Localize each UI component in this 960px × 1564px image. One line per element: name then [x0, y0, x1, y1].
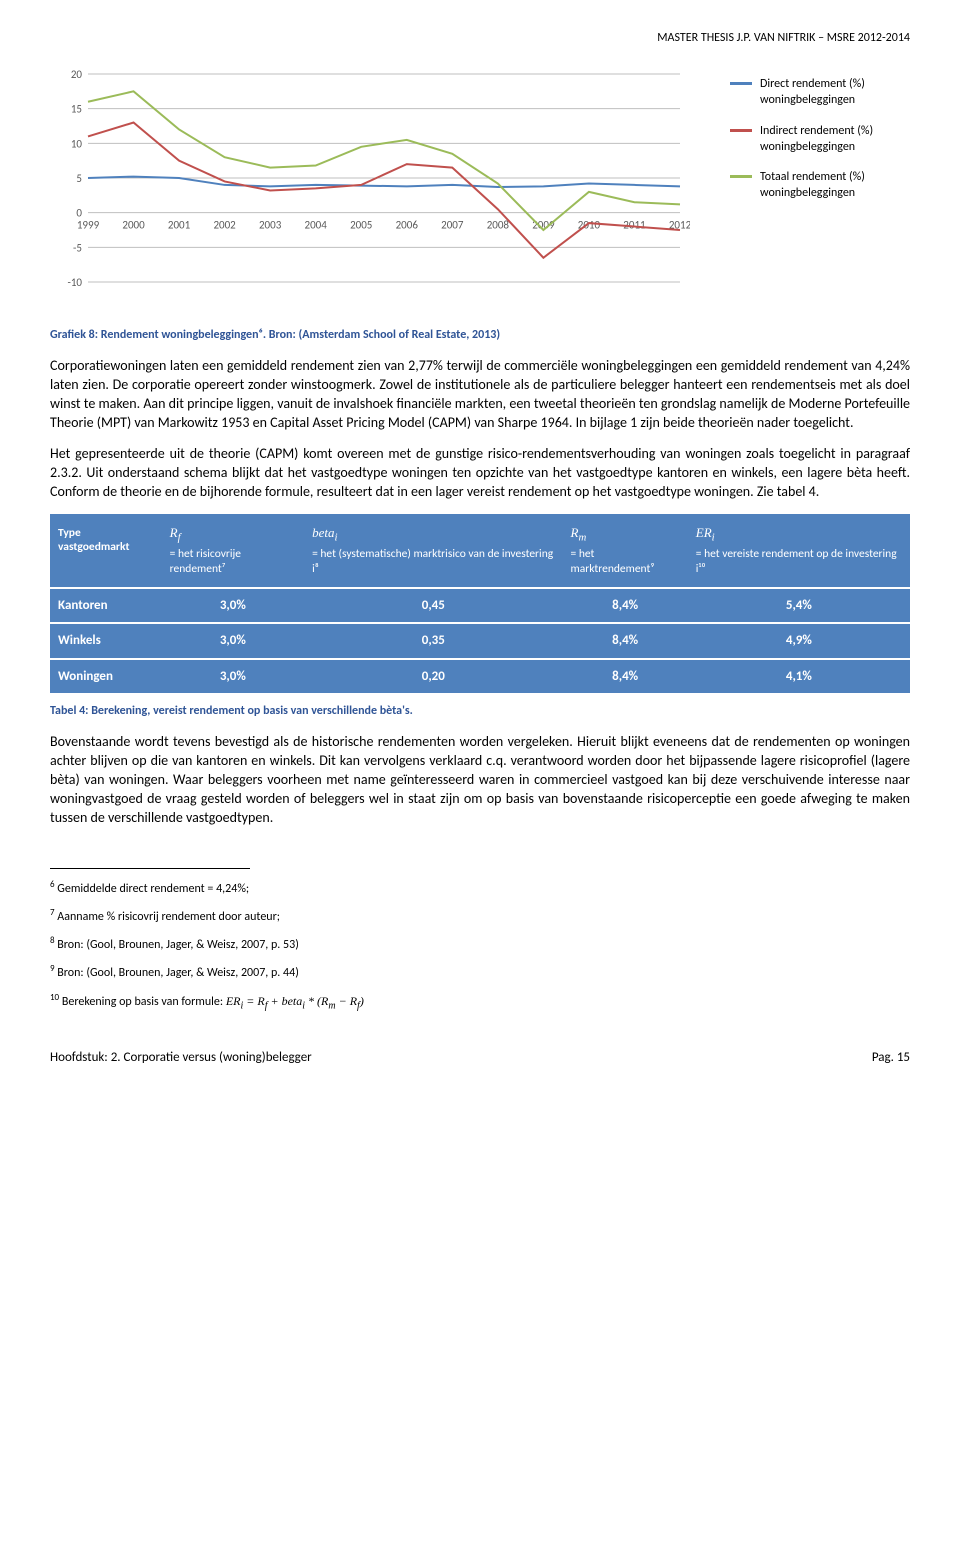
table-header-cell: Rf = het risicovrije rendement⁷ — [162, 514, 304, 588]
line-chart: -10-505101520199920002001200220032004200… — [50, 66, 720, 312]
paragraph-1: Corporatiewoningen laten een gemiddeld r… — [50, 357, 910, 433]
table-cell: Woningen — [50, 659, 162, 694]
legend-swatch — [730, 129, 752, 132]
paragraph-3: Bovenstaande wordt tevens bevestigd als … — [50, 733, 910, 827]
legend-label: Indirect rendement (%) woningbeleggingen — [760, 123, 910, 155]
table-cell: 3,0% — [162, 659, 304, 694]
table-cell: 8,4% — [563, 588, 688, 624]
legend-swatch — [730, 82, 752, 85]
svg-text:20: 20 — [71, 68, 83, 81]
legend-swatch — [730, 175, 752, 178]
page-header: MASTER THESIS J.P. VAN NIFTRIK – MSRE 20… — [50, 30, 910, 46]
paragraph-2: Het gepresenteerde uit de theorie (CAPM)… — [50, 445, 910, 502]
table-row: Kantoren3,0%0,458,4%5,4% — [50, 588, 910, 624]
table-cell: 0,20 — [304, 659, 562, 694]
footnote: 6 Gemiddelde direct rendement = 4,24%; — [50, 879, 910, 897]
table-cell: 0,45 — [304, 588, 562, 624]
legend-label: Totaal rendement (%) woningbeleggingen — [760, 169, 910, 201]
legend-item: Totaal rendement (%) woningbeleggingen — [730, 169, 910, 201]
table-cell: 5,4% — [688, 588, 910, 624]
svg-text:10: 10 — [71, 138, 83, 151]
svg-text:-10: -10 — [67, 276, 82, 289]
table-cell: Kantoren — [50, 588, 162, 624]
footnote: 9 Bron: (Gool, Brounen, Jager, & Weisz, … — [50, 963, 910, 981]
svg-text:5: 5 — [76, 172, 82, 185]
svg-text:2000: 2000 — [122, 219, 145, 232]
footer-left: Hoofdstuk: 2. Corporatie versus (woning)… — [50, 1049, 312, 1067]
svg-text:2002: 2002 — [213, 219, 236, 232]
svg-text:2003: 2003 — [259, 219, 282, 232]
svg-text:15: 15 — [71, 103, 82, 116]
footnote: 8 Bron: (Gool, Brounen, Jager, & Weisz, … — [50, 935, 910, 953]
table-cell: 4,9% — [688, 623, 910, 659]
svg-text:2004: 2004 — [305, 219, 328, 232]
table-cell: Winkels — [50, 623, 162, 659]
table-cell: 0,35 — [304, 623, 562, 659]
table-row: Winkels3,0%0,358,4%4,9% — [50, 623, 910, 659]
page-footer: Hoofdstuk: 2. Corporatie versus (woning)… — [50, 1043, 910, 1067]
chart-legend: Direct rendement (%) woningbeleggingen In… — [730, 66, 910, 215]
svg-text:2008: 2008 — [487, 219, 510, 232]
table-header-cell: ERi = het vereiste rendement op de inves… — [688, 514, 910, 588]
svg-text:2006: 2006 — [396, 219, 419, 232]
table-cell: 3,0% — [162, 623, 304, 659]
footnote: 10 Berekening op basis van formule: ERi … — [50, 992, 910, 1013]
table-caption: Tabel 4: Berekening, vereist rendement o… — [50, 703, 910, 719]
table-row: Woningen3,0%0,208,4%4,1% — [50, 659, 910, 694]
legend-item: Direct rendement (%) woningbeleggingen — [730, 76, 910, 108]
table-cell: 8,4% — [563, 623, 688, 659]
svg-text:1999: 1999 — [77, 219, 100, 232]
svg-text:-5: -5 — [73, 242, 82, 255]
table-header-cell: betai = het (systematische) marktrisico … — [304, 514, 562, 588]
svg-text:2001: 2001 — [168, 219, 191, 232]
footnote: 7 Aanname % risicovrij rendement door au… — [50, 907, 910, 925]
footer-right: Pag. 15 — [872, 1049, 910, 1067]
table-cell: 3,0% — [162, 588, 304, 624]
chart-caption: Grafiek 8: Rendement woningbeleggingen⁶.… — [50, 327, 910, 343]
footnotes: 6 Gemiddelde direct rendement = 4,24%; 7 … — [50, 879, 910, 1013]
data-table: Type vastgoedmarktRf = het risicovrije r… — [50, 514, 910, 694]
table-cell: 8,4% — [563, 659, 688, 694]
chart-section: -10-505101520199920002001200220032004200… — [50, 66, 910, 312]
legend-label: Direct rendement (%) woningbeleggingen — [760, 76, 910, 108]
legend-item: Indirect rendement (%) woningbeleggingen — [730, 123, 910, 155]
footnote-separator — [50, 868, 250, 869]
chart-svg: -10-505101520199920002001200220032004200… — [50, 66, 690, 306]
table-header-cell: Type vastgoedmarkt — [50, 514, 162, 588]
table-header-cell: Rm = het marktrendement⁹ — [563, 514, 688, 588]
table-cell: 4,1% — [688, 659, 910, 694]
svg-text:2005: 2005 — [350, 219, 372, 232]
svg-text:2007: 2007 — [441, 219, 464, 232]
